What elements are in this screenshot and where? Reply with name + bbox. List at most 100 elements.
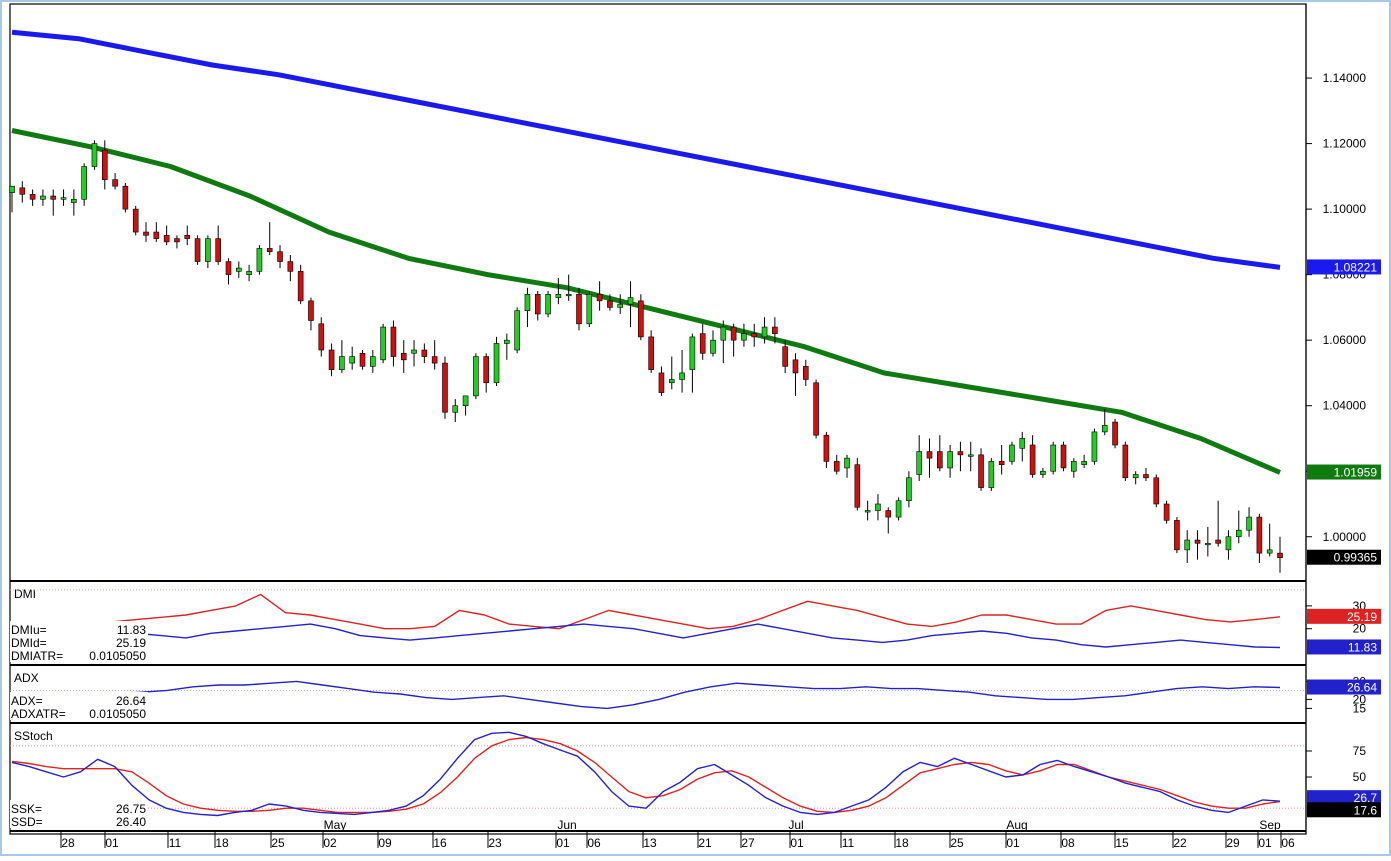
- price-tick-label: 1.14000: [1323, 71, 1367, 85]
- panel-tick-label: 20: [1353, 622, 1367, 636]
- candle-body: [833, 461, 840, 472]
- candle-body: [225, 261, 232, 275]
- dmi-plus-line: [11, 623, 1281, 649]
- readout-box: [10, 692, 148, 720]
- candle-body: [101, 149, 108, 180]
- candle-body: [1029, 444, 1036, 475]
- candle-body: [1060, 444, 1067, 469]
- moving-averages: [11, 29, 1281, 475]
- candle-body: [937, 451, 943, 469]
- date-label: 18: [895, 836, 909, 850]
- date-label: 29: [1226, 836, 1240, 850]
- close-tag-bg: [1307, 549, 1381, 565]
- candle-body: [1277, 552, 1283, 559]
- candle-body: [81, 166, 87, 200]
- ma-short-tag-bg: [1307, 464, 1381, 480]
- adx-line: [12, 680, 1281, 710]
- readout-label: DMId=: [11, 636, 47, 650]
- candle-body: [349, 356, 355, 364]
- candle-body: [668, 379, 675, 384]
- date-label: 09: [378, 836, 392, 850]
- candle-body: [957, 451, 964, 456]
- ssk-tag-bg: [1307, 790, 1381, 806]
- candle-body: [174, 238, 180, 243]
- date-label: 06: [1281, 836, 1295, 850]
- candle-body: [710, 339, 716, 354]
- candle-body: [514, 310, 520, 351]
- candle-body: [504, 339, 510, 344]
- candle-body: [9, 185, 15, 194]
- candle-body: [1153, 477, 1160, 505]
- candle-body: [1184, 539, 1191, 551]
- candle-body: [256, 248, 263, 272]
- candle-body: [1266, 549, 1273, 554]
- candle-body: [359, 352, 366, 367]
- readout-label: DMIATR=: [11, 649, 63, 663]
- candle-body: [988, 461, 995, 488]
- candle-body: [1225, 536, 1232, 551]
- date-label: 01: [1006, 836, 1020, 850]
- candle-body: [184, 235, 191, 239]
- candle-body: [462, 395, 469, 406]
- candle-body: [380, 326, 386, 361]
- candle-body: [71, 198, 77, 203]
- price-tick-label: 1.04000: [1323, 399, 1367, 413]
- date-label: 02: [323, 836, 337, 850]
- ma-long-tag-bg: [1307, 259, 1381, 275]
- candle-body: [699, 333, 706, 354]
- ma-short-tag: 1.01959: [1334, 466, 1378, 480]
- candle-body: [452, 405, 459, 413]
- readout-value: 11.83: [117, 623, 146, 637]
- price-tick-label: 1.10000: [1323, 202, 1367, 216]
- panel-tick-label: 20: [1353, 692, 1367, 706]
- month-label: Sep: [1259, 818, 1281, 832]
- month-label: May: [324, 818, 347, 832]
- candle-body: [1235, 529, 1242, 538]
- ma-long-line: [11, 29, 1281, 270]
- date-label: 27: [741, 836, 755, 850]
- readout-box: [10, 621, 148, 662]
- candle-body: [1019, 438, 1026, 449]
- dmi-minus-tag: 25.19: [1347, 610, 1377, 624]
- candle-body: [648, 336, 654, 370]
- panel-tick-label: 50: [1353, 770, 1367, 784]
- dmi-plus-tag: 11.83: [1348, 640, 1377, 654]
- candle-body: [1215, 539, 1221, 544]
- candle-body: [431, 356, 438, 364]
- candle-body: [1009, 444, 1015, 462]
- readout-label: DMIu=: [11, 623, 47, 637]
- candle-body: [854, 464, 861, 508]
- readout-value: 0.0105050: [89, 649, 146, 663]
- ssk-line: [11, 731, 1281, 817]
- date-label: 06: [587, 836, 601, 850]
- readout-box: [10, 800, 148, 828]
- candle-body: [122, 185, 129, 210]
- readout-value: 26.75: [116, 802, 146, 816]
- candle-body: [586, 294, 593, 325]
- panel-title: DMI: [14, 587, 36, 601]
- candle-body: [493, 343, 500, 384]
- candle-body: [947, 451, 953, 469]
- date-label: 18: [215, 836, 229, 850]
- candle-body: [205, 238, 211, 262]
- candle-body: [1256, 516, 1263, 554]
- candle-body: [411, 349, 417, 354]
- candle-body: [782, 346, 788, 367]
- candle-body: [1122, 444, 1129, 479]
- candle-body: [565, 294, 572, 297]
- candle-body: [91, 143, 98, 167]
- candle-body: [1040, 470, 1046, 475]
- candle-body: [555, 294, 562, 298]
- candle-body: [112, 179, 118, 187]
- candle-body: [1091, 431, 1098, 462]
- candlestick-series: [9, 140, 1283, 573]
- date-label: 21: [698, 836, 712, 850]
- candle-body: [741, 333, 747, 341]
- candle-body: [524, 294, 531, 311]
- ma-short-line: [11, 128, 1281, 475]
- date-label: 08: [1061, 836, 1075, 850]
- candle-body: [998, 461, 1005, 465]
- candle-body: [689, 336, 696, 370]
- date-label: 01: [1258, 836, 1272, 850]
